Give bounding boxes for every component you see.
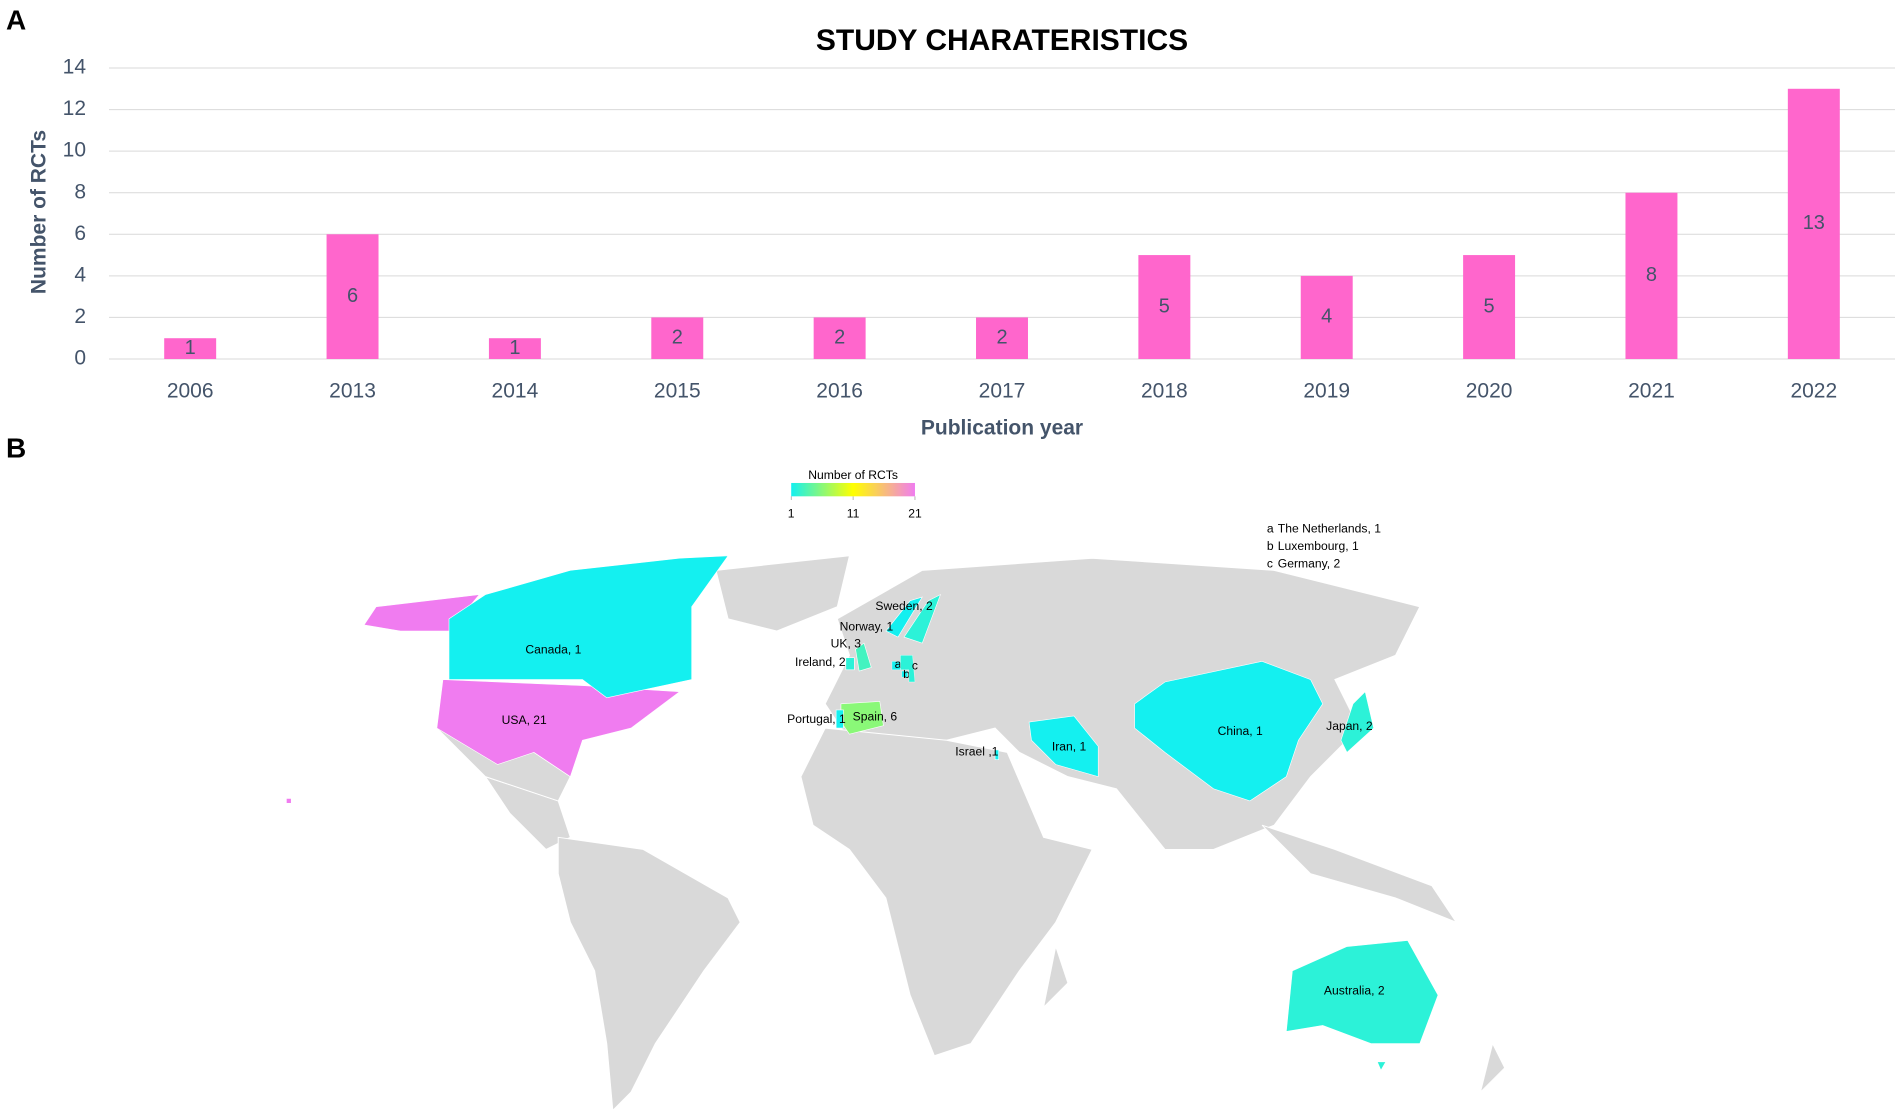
x-tick-label: 2013	[329, 380, 376, 403]
country	[845, 657, 855, 671]
x-tick-label: 2021	[1628, 380, 1675, 403]
colorbar-tick-label: 11	[847, 507, 860, 521]
country-label: Australia, 2	[1324, 984, 1385, 998]
x-tick-label: 2018	[1141, 380, 1188, 403]
country	[885, 596, 923, 638]
legend-title: Number of RCTs	[808, 468, 898, 482]
country	[1376, 1061, 1387, 1071]
data-label: 8	[1646, 264, 1657, 286]
country-marker: b	[903, 667, 910, 681]
country-label: Norway, 1	[840, 620, 894, 634]
data-label: 1	[509, 337, 520, 359]
country-label: Spain, 6	[853, 709, 898, 723]
chart-title: STUDY CHARATERISTICS	[816, 24, 1188, 57]
country-label: UK, 3	[831, 637, 862, 651]
country-label: Ireland, 2	[795, 655, 846, 669]
bar	[1300, 275, 1353, 359]
country	[1285, 940, 1439, 1044]
note-label: Germany, 2	[1278, 556, 1341, 570]
country	[901, 670, 908, 678]
bar	[326, 234, 379, 359]
bar	[164, 338, 217, 359]
note-marker: b	[1267, 539, 1274, 553]
colorbar-tick-label: 1	[788, 507, 795, 521]
country-label: China, 1	[1218, 724, 1263, 738]
x-tick-label: 2019	[1303, 380, 1350, 403]
y-tick-label: 14	[63, 56, 87, 79]
data-label: 6	[347, 285, 358, 307]
y-tick-label: 0	[74, 347, 86, 370]
bar	[1138, 255, 1191, 359]
country-marker: a	[895, 657, 902, 671]
data-label: 2	[672, 326, 683, 348]
greenland	[715, 555, 851, 632]
country	[900, 655, 916, 683]
africa	[800, 727, 1093, 1057]
x-tick-label: 2022	[1790, 380, 1837, 403]
panel-label: B	[6, 432, 26, 463]
y-tick-label: 6	[74, 222, 86, 245]
colorbar-tick-label: 21	[908, 507, 922, 521]
data-label: 4	[1321, 306, 1332, 328]
x-tick-label: 2006	[167, 380, 214, 403]
x-axis-title: Publication year	[921, 417, 1083, 440]
x-tick-label: 2016	[816, 380, 863, 403]
colorbar	[791, 482, 915, 497]
bar	[1787, 88, 1840, 360]
country-label: Japan, 2	[1326, 719, 1373, 733]
bar	[976, 317, 1028, 359]
data-label: 13	[1803, 212, 1825, 234]
y-axis-title: Number of RCTs	[28, 130, 51, 294]
country	[835, 709, 844, 729]
note-marker: a	[1267, 521, 1274, 535]
x-tick-label: 2015	[654, 380, 701, 403]
x-tick-label: 2020	[1466, 380, 1513, 403]
country	[286, 798, 292, 804]
country-label: Israel ,1	[955, 745, 998, 759]
data-label: 1	[185, 337, 196, 359]
madagascar	[1042, 944, 1069, 1009]
data-label: 2	[834, 326, 845, 348]
y-tick-label: 12	[63, 97, 86, 120]
y-tick-label: 10	[63, 139, 86, 162]
x-tick-label: 2014	[492, 380, 539, 403]
data-label: 5	[1484, 295, 1495, 317]
islands	[1261, 824, 1458, 924]
country	[1134, 661, 1324, 802]
note-marker: c	[1267, 556, 1273, 570]
x-tick-label: 2017	[979, 380, 1026, 403]
bar	[651, 317, 704, 359]
country-marker: c	[912, 658, 918, 672]
south-america	[557, 836, 741, 1112]
note-label: The Netherlands, 1	[1278, 521, 1381, 535]
country	[1028, 715, 1099, 778]
country-label: Sweden, 2	[875, 599, 933, 613]
country	[448, 555, 729, 699]
bar	[1463, 255, 1516, 359]
panel-label: A	[6, 4, 26, 35]
data-label: 5	[1159, 295, 1170, 317]
bar	[1625, 192, 1678, 359]
bar	[488, 338, 541, 359]
country	[1340, 691, 1375, 753]
country	[994, 749, 1000, 760]
bar	[813, 317, 866, 359]
y-tick-label: 4	[74, 263, 86, 286]
country-label: Iran, 1	[1052, 740, 1087, 754]
country-label: USA, 21	[502, 713, 547, 727]
country-label: Portugal, 1	[787, 712, 846, 726]
data-label: 2	[996, 326, 1007, 348]
country	[855, 642, 872, 672]
new-zealand	[1479, 1042, 1506, 1094]
y-tick-label: 2	[74, 305, 86, 328]
country-label: Canada, 1	[525, 643, 581, 657]
note-label: Luxembourg, 1	[1278, 539, 1359, 553]
y-tick-label: 8	[74, 180, 86, 203]
country	[903, 593, 942, 644]
